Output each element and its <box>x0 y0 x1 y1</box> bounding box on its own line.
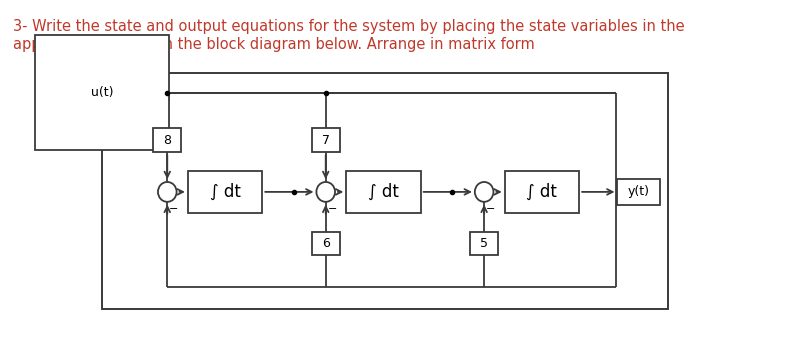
Text: 3- Write the state and output equations for the system by placing the state vari: 3- Write the state and output equations … <box>13 19 684 34</box>
Text: 7: 7 <box>322 134 330 147</box>
FancyBboxPatch shape <box>617 179 660 205</box>
Circle shape <box>158 182 177 202</box>
Circle shape <box>474 182 493 202</box>
Text: −: − <box>486 204 496 214</box>
Text: ∫ dt: ∫ dt <box>526 183 557 201</box>
Text: appropriate places on the block diagram below. Arrange in matrix form: appropriate places on the block diagram … <box>13 37 534 52</box>
Text: u(t): u(t) <box>91 86 114 99</box>
Text: ∫ dt: ∫ dt <box>209 183 241 201</box>
Text: 8: 8 <box>163 134 171 147</box>
Text: 6: 6 <box>322 237 329 250</box>
Text: −: − <box>328 204 337 214</box>
FancyBboxPatch shape <box>35 35 169 150</box>
FancyBboxPatch shape <box>311 232 340 255</box>
Text: ∫ dt: ∫ dt <box>368 183 399 201</box>
FancyBboxPatch shape <box>311 129 340 152</box>
FancyBboxPatch shape <box>188 171 262 213</box>
FancyBboxPatch shape <box>504 171 579 213</box>
Text: 5: 5 <box>480 237 488 250</box>
Text: −: − <box>169 204 178 214</box>
Text: y(t): y(t) <box>628 185 650 199</box>
FancyBboxPatch shape <box>153 129 181 152</box>
FancyBboxPatch shape <box>346 171 421 213</box>
FancyBboxPatch shape <box>470 232 498 255</box>
Circle shape <box>316 182 335 202</box>
